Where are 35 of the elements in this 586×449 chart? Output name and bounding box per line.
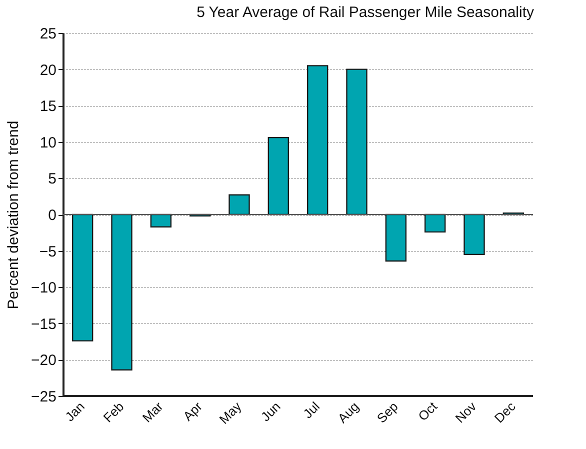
x-tick-label: Feb	[100, 398, 127, 426]
bar	[111, 214, 132, 370]
bar	[306, 65, 328, 216]
bar	[346, 68, 368, 216]
bar	[228, 194, 250, 216]
y-axis-title: Percent deviation from trend	[5, 120, 22, 310]
y-tick-label: 0	[48, 207, 56, 224]
bar	[424, 214, 446, 233]
bar	[72, 214, 94, 342]
x-tick-label: Oct	[415, 398, 440, 424]
x-tick-label: Jun	[258, 398, 284, 424]
x-tick-label: Aug	[334, 398, 362, 426]
y-tick-label: 20	[40, 62, 56, 79]
bar	[150, 214, 172, 228]
x-tick-label: May	[216, 398, 245, 427]
y-tick-label: 10	[40, 134, 56, 152]
x-tick-label: Dec	[491, 398, 519, 426]
bar	[385, 214, 407, 262]
x-tick-label: Mar	[139, 398, 166, 426]
y-tick-label: 25	[40, 26, 56, 42]
x-tick-label: Apr	[180, 398, 206, 424]
chart-title: 5 Year Average of Rail Passenger Mile Seasonality	[196, 4, 534, 21]
y-tick-label: 5	[48, 170, 56, 188]
y-tick-label: −20	[31, 352, 56, 370]
x-tick-label: Nov	[452, 398, 480, 426]
y-tick-label: −15	[31, 316, 56, 333]
y-tick-label: −5	[39, 243, 56, 260]
x-tick-label: Jul	[300, 398, 323, 422]
x-tick-label: Sep	[374, 398, 401, 426]
y-tick-label: −25	[31, 388, 56, 406]
x-tick-label: Jan	[62, 398, 88, 424]
bar	[268, 136, 290, 216]
y-tick-label: 15	[40, 98, 56, 116]
bar	[464, 214, 485, 256]
y-tick-label: −10	[31, 280, 56, 297]
